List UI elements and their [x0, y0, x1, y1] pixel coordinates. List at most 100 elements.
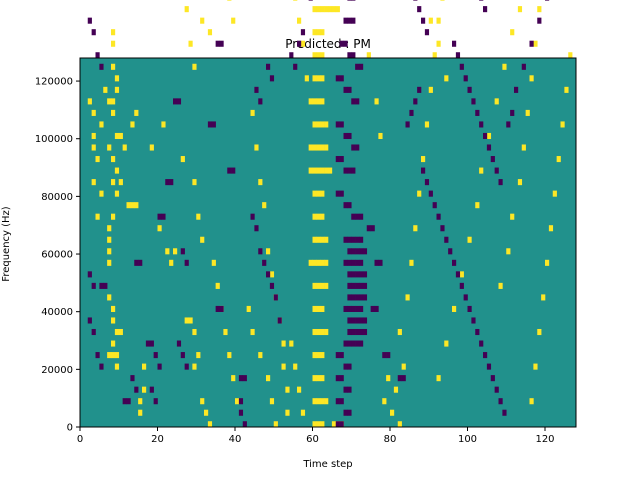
heatmap-cell-low [355, 248, 360, 255]
heatmap-cell-high [316, 29, 321, 36]
heatmap-cell-high [161, 121, 166, 128]
heatmap-cell-low [471, 98, 476, 105]
heatmap-cell-high [250, 328, 255, 336]
heatmap-cell-low [448, 248, 453, 255]
heatmap-cell-high [525, 109, 530, 116]
heatmap-cell-high [541, 294, 546, 301]
heatmap-cell-low [347, 52, 352, 59]
heatmap-cell-high [300, 40, 306, 47]
heatmap-cell-low [362, 294, 368, 301]
heatmap-cell-high [130, 202, 135, 209]
heatmap-cell-low [99, 282, 104, 289]
heatmap-cell-high [91, 144, 96, 151]
heatmap-cell-high [114, 190, 120, 197]
heatmap-cell-high [312, 328, 317, 336]
heatmap-cell-high [312, 167, 317, 174]
heatmap-cell-low [87, 317, 92, 324]
heatmap-cell-high [269, 398, 275, 405]
heatmap-cell-low [347, 236, 352, 243]
heatmap-cell-low [359, 305, 364, 312]
heatmap-cell-high [316, 398, 321, 405]
heatmap-cell-low [347, 282, 352, 289]
heatmap-cell-low [355, 271, 360, 278]
heatmap-cell-high [374, 98, 379, 105]
heatmap-cell-high [316, 121, 321, 128]
heatmap-cell-high [95, 156, 100, 163]
heatmap-cell-low [514, 86, 519, 93]
heatmap-cell-low [428, 190, 433, 197]
heatmap-cell-high [293, 363, 298, 370]
heatmap-cell-high [312, 144, 317, 151]
heatmap-cell-high [126, 202, 131, 209]
heatmap-cell-low [351, 317, 356, 324]
heatmap-cell-low [87, 271, 92, 278]
heatmap-cell-low [498, 398, 503, 405]
heatmap-cell-low [490, 375, 495, 382]
heatmap-cell-low [351, 98, 356, 105]
heatmap-cell-low [215, 40, 220, 47]
heatmap-cell-high [300, 409, 306, 416]
heatmap-cell-high [180, 156, 185, 163]
heatmap-cell-low [157, 363, 162, 370]
y-tick-label: 0 [67, 423, 73, 434]
heatmap-cell-high [130, 121, 135, 128]
heatmap-cell-high [316, 52, 321, 59]
heatmap-cell-high [320, 6, 325, 13]
heatmap-cell-high [107, 144, 112, 151]
heatmap-cell-low [397, 375, 402, 382]
heatmap-cell-low [490, 156, 495, 163]
heatmap-cell-low [479, 0, 484, 1]
heatmap-cell-low [335, 375, 340, 382]
heatmap-cell-low [351, 340, 356, 347]
heatmap-cell-high [114, 86, 120, 93]
heatmap-cell-high [192, 363, 197, 370]
heatmap-cell-high [324, 167, 329, 174]
heatmap-cell-low [138, 259, 143, 266]
heatmap-cell-high [200, 398, 205, 405]
heatmap-cell-low [436, 213, 441, 220]
heatmap-cell-low [347, 328, 352, 336]
heatmap-cell-high [316, 190, 321, 197]
heatmap-cell-high [320, 305, 325, 312]
heatmap-cell-high [188, 40, 193, 47]
heatmap-cell-low [359, 317, 364, 324]
heatmap-cell-high [107, 352, 112, 359]
heatmap-cell-high [548, 225, 554, 232]
heatmap-cell-high [421, 156, 426, 163]
heatmap-cell-low [343, 132, 348, 140]
heatmap-cell-high [324, 328, 329, 336]
heatmap-cell-low [258, 248, 263, 255]
heatmap-cell-low [343, 305, 348, 312]
heatmap-cell-low [347, 409, 352, 416]
heatmap-cell-high [107, 98, 112, 105]
heatmap-cell-low [343, 340, 348, 347]
heatmap-cell-low [297, 40, 302, 47]
heatmap-cell-low [176, 98, 182, 105]
heatmap-cell-high [111, 340, 116, 347]
heatmap-cell-low [343, 386, 348, 393]
heatmap-cell-low [417, 6, 422, 13]
heatmap-cell-low [347, 132, 352, 140]
heatmap-cell-high [320, 190, 325, 197]
heatmap-cell-low [359, 248, 364, 255]
heatmap-cell-high [111, 40, 116, 47]
heatmap-cell-high [475, 202, 480, 209]
heatmap-cell-low [91, 328, 96, 336]
heatmap-cell-low [351, 248, 356, 255]
heatmap-cell-low [343, 202, 348, 209]
heatmap-cell-low [126, 398, 131, 405]
heatmap-cell-high [533, 40, 538, 47]
heatmap-cell-high [529, 398, 534, 405]
heatmap-cell-high [517, 179, 523, 186]
heatmap-cell-low [339, 352, 344, 359]
heatmap-cell-high [436, 375, 441, 382]
heatmap-cell-low [99, 363, 104, 370]
heatmap-cell-high [545, 259, 550, 266]
heatmap-cell-high [138, 398, 143, 405]
heatmap-cell-high [91, 179, 96, 186]
y-tick-label: 60000 [41, 250, 73, 261]
heatmap-cell-high [316, 236, 321, 243]
heatmap-cell-high [316, 352, 321, 359]
heatmap-cell-high [320, 167, 325, 174]
heatmap-cell-high [417, 190, 422, 197]
